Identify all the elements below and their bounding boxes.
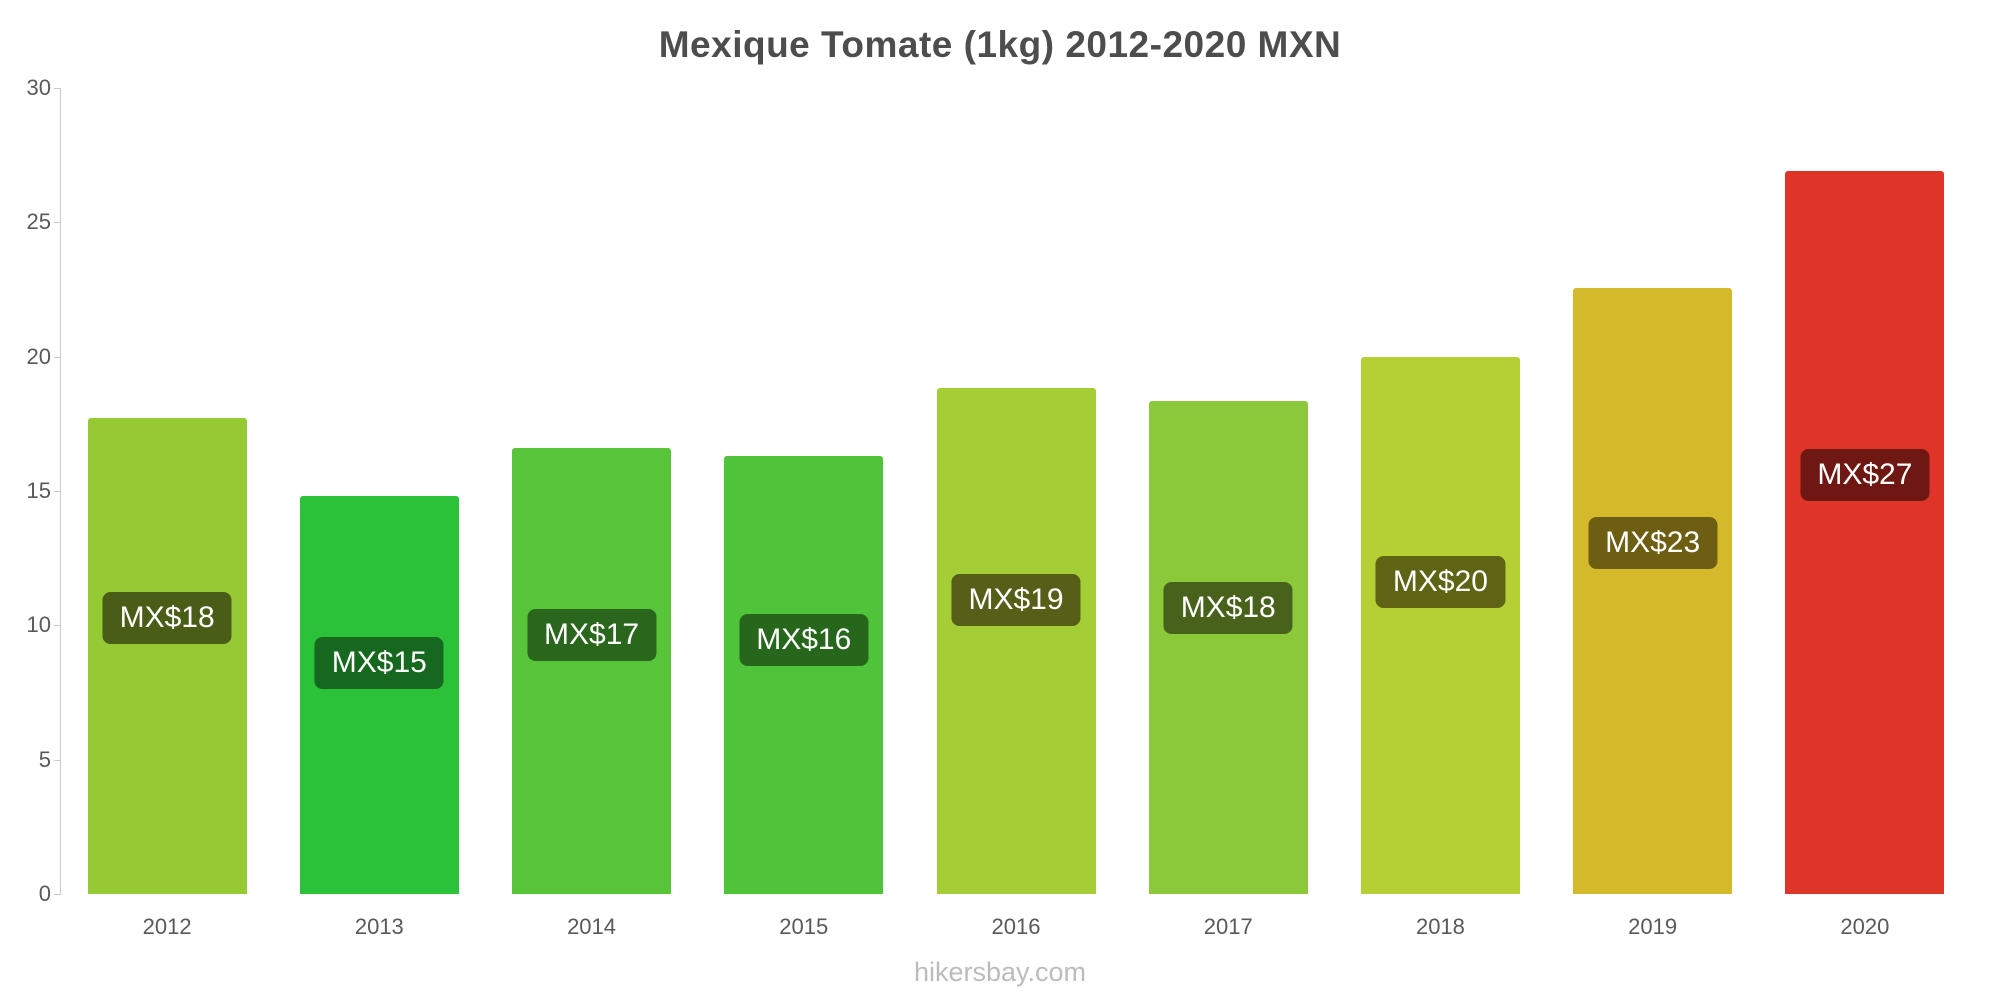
bar-value-label: MX$16 bbox=[739, 614, 869, 667]
x-axis-label: 2018 bbox=[1415, 914, 1465, 939]
bar-value-label: MX$20 bbox=[1375, 556, 1505, 609]
bar-2019[interactable]: MX$23 bbox=[1573, 288, 1733, 894]
bar-2017[interactable]: MX$18 bbox=[1148, 401, 1308, 894]
y-axis-tick-mark bbox=[54, 222, 61, 224]
bar-value-label: MX$17 bbox=[527, 609, 657, 662]
y-axis-tick-mark bbox=[54, 356, 61, 358]
bar-2016[interactable]: MX$19 bbox=[936, 387, 1096, 894]
bar-value-label: MX$27 bbox=[1800, 448, 1930, 501]
y-axis-tick-label: 5 bbox=[38, 746, 51, 772]
y-axis-tick-mark bbox=[54, 625, 61, 627]
x-axis-label: 2019 bbox=[1628, 914, 1678, 939]
y-axis-tick-label: 25 bbox=[26, 209, 51, 235]
x-axis-label: 2012 bbox=[142, 914, 192, 939]
x-axis-label: 2020 bbox=[1840, 914, 1890, 939]
y-axis-tick-label: 0 bbox=[38, 881, 51, 906]
bar-2012[interactable]: MX$18 bbox=[87, 418, 247, 894]
y-axis-tick-label: 30 bbox=[26, 75, 51, 100]
y-axis-tick-mark bbox=[54, 491, 61, 492]
y-axis-tick-label: 10 bbox=[26, 612, 51, 638]
chart-title: Mexique Tomate (1kg) 2012-2020 MXN bbox=[658, 24, 1342, 65]
y-axis-tick-label: 15 bbox=[26, 478, 51, 503]
x-axis-label: 2014 bbox=[567, 914, 617, 939]
x-axis-label: 2013 bbox=[354, 914, 404, 939]
bar-2018[interactable]: MX$20 bbox=[1360, 356, 1520, 894]
bar-value-label: MX$15 bbox=[314, 637, 444, 690]
x-axis-label: 2015 bbox=[779, 914, 829, 939]
x-axis-label: 2016 bbox=[991, 914, 1041, 939]
bar-value-label: MX$18 bbox=[1163, 582, 1293, 635]
y-axis-tick-label: 20 bbox=[26, 343, 51, 369]
bar-2014[interactable]: MX$17 bbox=[512, 448, 672, 894]
y-axis-tick-mark bbox=[54, 88, 61, 89]
plot-area: 0 5 10 15 20 25 30 MX$18 2012 MX$15 2013 MX$17 2014 M… bbox=[27, 75, 1970, 939]
y-axis-tick-mark bbox=[54, 759, 61, 761]
x-axis-label: 2017 bbox=[1203, 914, 1253, 939]
bar-value-label: MX$18 bbox=[102, 592, 232, 645]
bar-value-label: MX$19 bbox=[951, 574, 1081, 627]
bar-2015[interactable]: MX$16 bbox=[724, 456, 884, 894]
y-axis-tick-mark bbox=[54, 894, 61, 895]
bar-value-label: MX$23 bbox=[1588, 516, 1718, 569]
bar-2013[interactable]: MX$15 bbox=[299, 496, 459, 894]
bar-2020[interactable]: MX$27 bbox=[1785, 171, 1945, 894]
watermark-text: hikersbay.com bbox=[913, 957, 1087, 987]
